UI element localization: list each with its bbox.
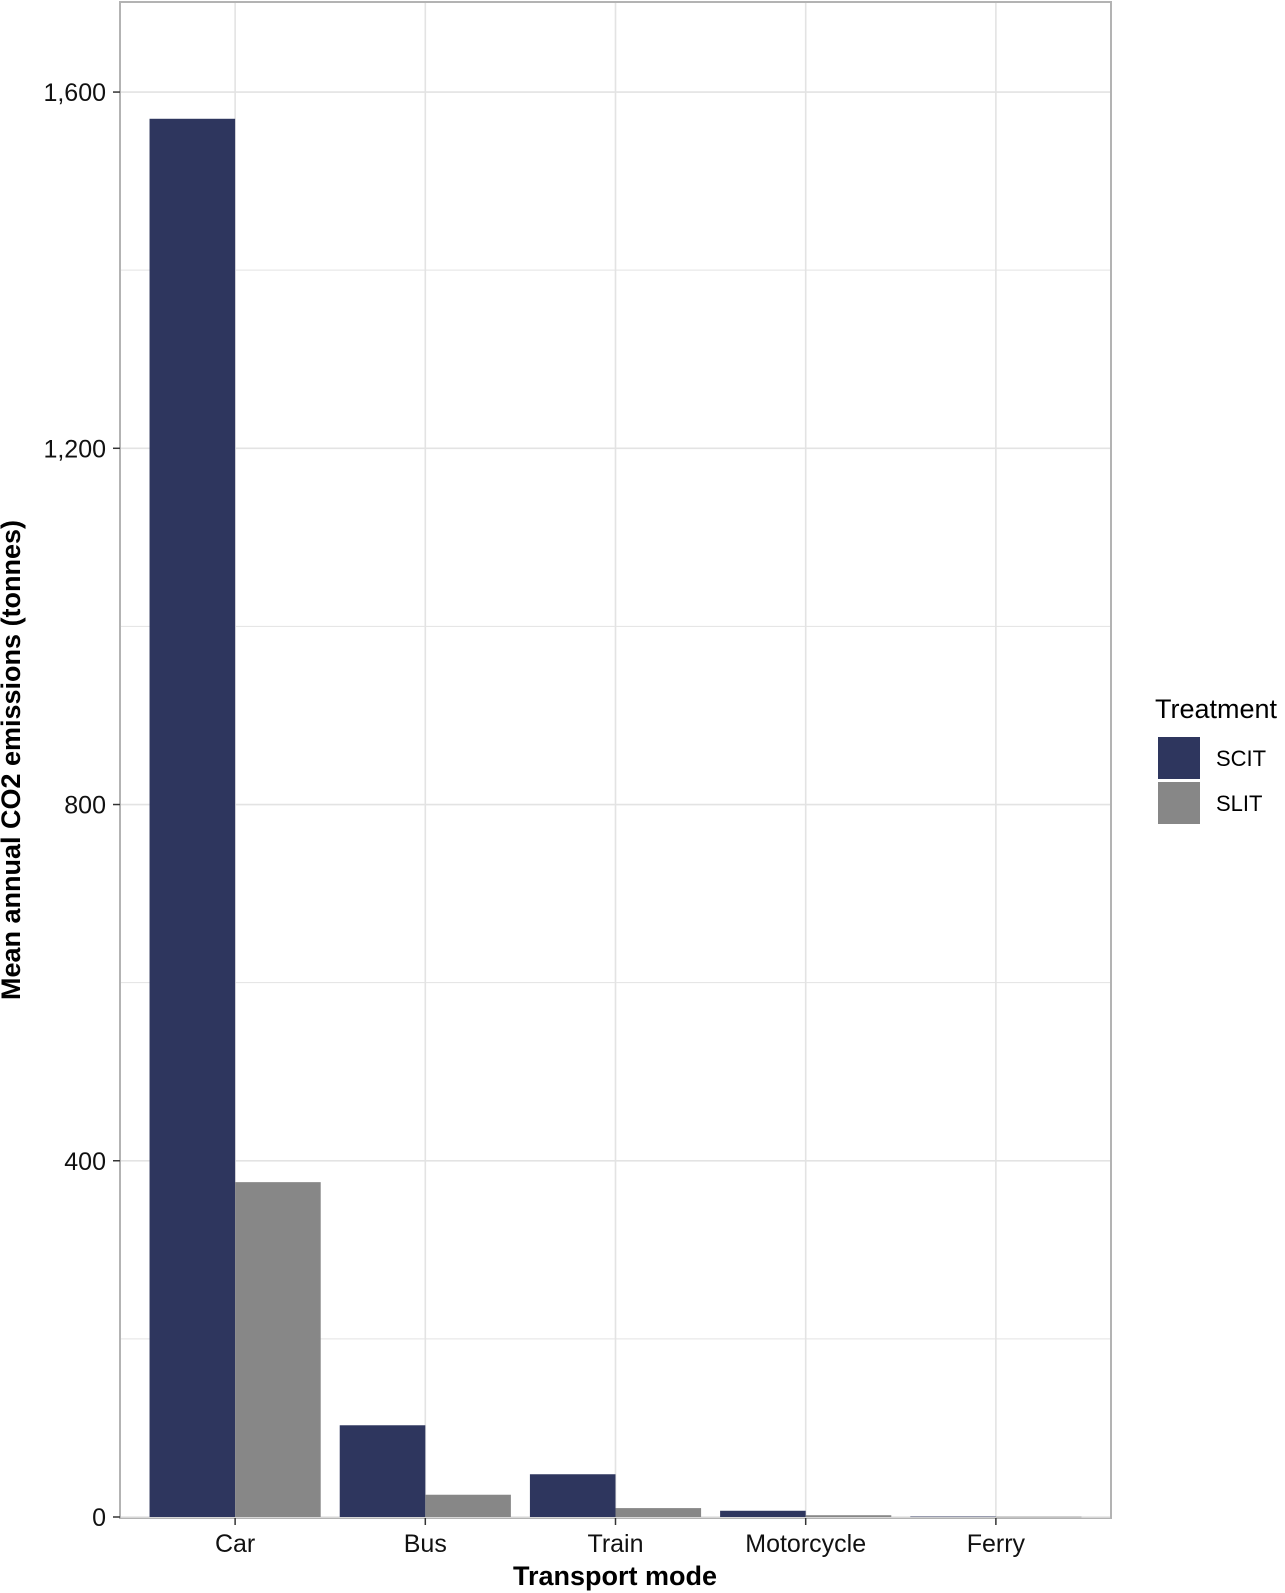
y-tick-label: 400 [64, 1148, 106, 1176]
y-tick-label: 1,200 [43, 435, 106, 463]
legend-label-scit: SCIT [1216, 746, 1266, 771]
bar-scit-train [529, 1474, 616, 1517]
y-axis-title: Mean annual CO2 emissions (tonnes) [0, 520, 26, 1000]
legend-key-scit [1158, 737, 1200, 779]
y-axis-ticks: 0 400 800 1,200 1,600 [43, 79, 120, 1532]
legend-key-slit [1158, 782, 1200, 824]
legend: Treatment SCIT SLIT [1155, 694, 1278, 824]
legend-label-slit: SLIT [1216, 791, 1262, 816]
bars [149, 118, 1082, 1518]
bar-slit-ferry [995, 1516, 1082, 1518]
bar-slit-train [615, 1508, 702, 1517]
x-axis-ticks: Car Bus Train Motorcycle Ferry [215, 1518, 1026, 1558]
y-tick-label: 1,600 [43, 79, 106, 107]
x-tick-label: Bus [404, 1530, 447, 1558]
bar-scit-motorcycle [720, 1510, 806, 1517]
bar-scit-ferry [910, 1516, 996, 1518]
bar-scit-car [149, 118, 236, 1517]
bar-scit-bus [339, 1425, 426, 1517]
x-tick-label: Train [587, 1530, 643, 1558]
legend-title: Treatment [1155, 694, 1278, 724]
x-tick-label: Ferry [967, 1530, 1026, 1558]
bar-slit-bus [425, 1494, 511, 1517]
x-tick-label: Car [215, 1530, 255, 1558]
bar-slit-motorcycle [805, 1515, 892, 1517]
bar-slit-car [235, 1182, 321, 1517]
x-tick-label: Motorcycle [745, 1530, 866, 1558]
y-tick-label: 800 [64, 792, 106, 820]
y-tick-label: 0 [92, 1504, 106, 1532]
x-axis-title: Transport mode [513, 1561, 717, 1591]
